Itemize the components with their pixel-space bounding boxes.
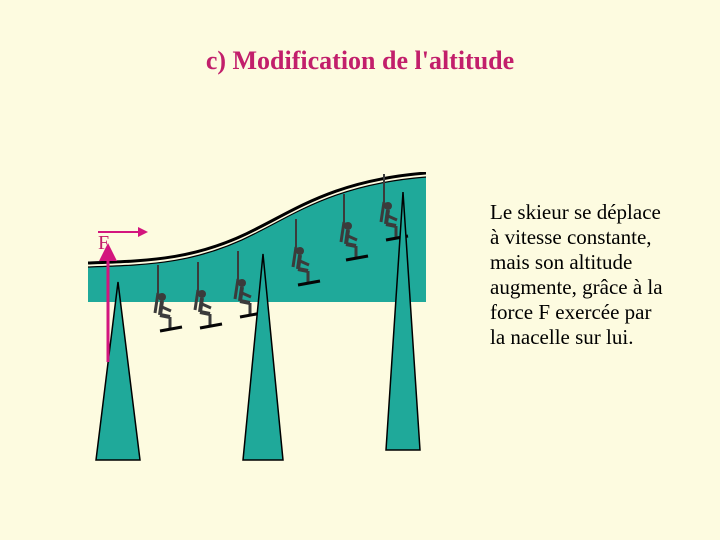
ski-lift-diagram (88, 172, 426, 462)
page-title: c) Modification de l'altitude (0, 46, 720, 76)
description-paragraph: Le skieur se déplace à vitesse constante… (490, 200, 670, 350)
